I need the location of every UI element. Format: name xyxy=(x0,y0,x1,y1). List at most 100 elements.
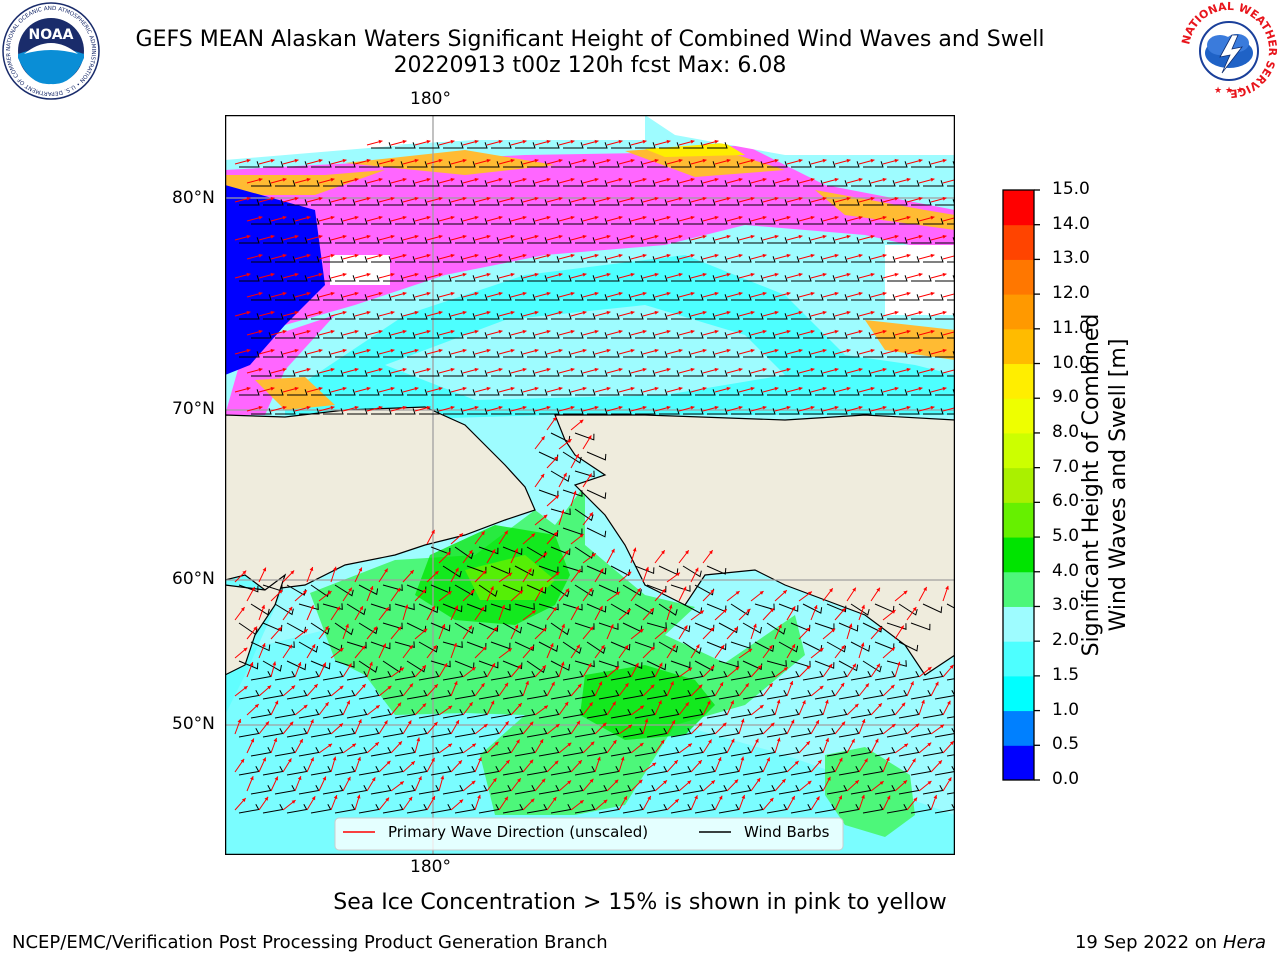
wind-barb xyxy=(647,389,668,396)
wind-barb xyxy=(514,671,536,681)
wind-barb xyxy=(923,408,944,415)
wind-barb xyxy=(299,218,320,225)
wave-arrow-head xyxy=(328,743,333,748)
wave-arrow-head xyxy=(354,291,359,296)
wave-arrow-head xyxy=(402,215,407,220)
wave-arrow-head xyxy=(587,663,592,668)
wind-barb xyxy=(694,728,716,738)
wave-arrow-head xyxy=(471,780,476,785)
wind-barb xyxy=(826,603,847,613)
colorbar-tick-label: 1.0 xyxy=(1052,699,1080,720)
wind-barb xyxy=(407,199,428,206)
wave-arrow-head xyxy=(674,799,679,803)
wave-arrow-head xyxy=(400,667,404,672)
wave-arrow-head xyxy=(949,664,954,669)
wind-barb xyxy=(323,256,344,263)
wind-barb xyxy=(695,275,716,282)
wave-arrow-head xyxy=(774,386,779,391)
wind-barb xyxy=(790,766,812,776)
wave-arrow-head xyxy=(407,720,412,725)
wind-barb xyxy=(419,370,440,377)
wave-arrow-head xyxy=(273,737,278,742)
wind-barb xyxy=(515,370,536,377)
wave-arrow-head xyxy=(378,215,383,220)
wind-barb xyxy=(682,671,704,681)
wind-barb xyxy=(610,565,631,577)
wave-arrow-head xyxy=(492,778,497,783)
legend-wave-label: Primary Wave Direction (unscaled) xyxy=(388,823,648,841)
wind-barb xyxy=(238,622,258,636)
wave-arrow-head xyxy=(390,158,395,163)
wind-barb xyxy=(719,275,740,282)
wind-barb xyxy=(815,199,836,206)
wave-arrow-head xyxy=(272,661,277,666)
wave-arrow-head xyxy=(695,644,700,649)
wave-arrow-head xyxy=(762,291,767,296)
wind-barb xyxy=(407,351,428,358)
wave-arrow-head xyxy=(311,644,316,649)
wind-barb xyxy=(491,370,512,377)
wind-barb xyxy=(395,218,416,225)
wind-barb xyxy=(671,389,692,396)
wave-arrow-head xyxy=(810,215,815,220)
wind-barb xyxy=(455,313,476,320)
wind-barb xyxy=(515,142,536,149)
wave-arrow-head xyxy=(240,607,245,612)
wind-barb xyxy=(838,690,860,700)
wave-arrow-head xyxy=(876,663,880,668)
wave-arrow-head xyxy=(838,757,843,762)
wind-barb xyxy=(502,660,523,670)
wave-arrow-head xyxy=(448,705,453,710)
wave-arrow-head xyxy=(673,760,678,765)
wave-arrow-head xyxy=(762,177,767,182)
wind-barb xyxy=(623,351,644,358)
wind-barb xyxy=(827,370,848,377)
wind-barb xyxy=(935,351,955,358)
wind-barb xyxy=(467,218,488,225)
wind-barb xyxy=(898,641,919,652)
wave-arrow-head xyxy=(762,405,767,410)
wave-arrow-head xyxy=(522,291,527,296)
wind-barb xyxy=(863,199,884,206)
wind-barb xyxy=(454,690,476,700)
wave-arrow-head xyxy=(774,310,779,315)
wind-barb xyxy=(370,671,392,681)
wind-barb xyxy=(479,161,500,168)
wave-arrow-head xyxy=(590,741,595,746)
wind-barb xyxy=(755,180,776,187)
wind-barb xyxy=(766,660,787,667)
wave-arrow-head xyxy=(666,253,671,258)
wave-arrow-head xyxy=(722,722,727,727)
wave-arrow-head xyxy=(891,610,896,614)
wave-arrow-head xyxy=(714,177,719,182)
wave-arrow-head xyxy=(690,405,695,410)
wind-barb xyxy=(778,603,799,612)
wave-arrow-head xyxy=(438,272,443,277)
wave-arrow-head xyxy=(570,177,575,182)
wind-barb xyxy=(778,785,800,795)
wave-arrow-head xyxy=(900,625,904,630)
wind-barb xyxy=(599,275,620,282)
wind-barb xyxy=(767,275,788,282)
wind-barb xyxy=(239,237,260,244)
wave-arrow-head xyxy=(567,439,572,443)
wave-arrow-head xyxy=(354,405,359,410)
wind-barb xyxy=(466,785,488,795)
wave-arrow-head xyxy=(474,177,479,182)
wave-arrow-head xyxy=(448,743,453,748)
wind-barb xyxy=(886,622,907,630)
wind-barb xyxy=(275,180,296,187)
wind-barb xyxy=(455,351,476,358)
wind-barb xyxy=(503,351,524,358)
colorbar-tick-label: 3.0 xyxy=(1052,595,1080,616)
wind-barb xyxy=(287,389,308,396)
wind-barb xyxy=(527,237,548,244)
wind-barb xyxy=(407,313,428,320)
wave-direction-arrow xyxy=(942,293,955,298)
wave-arrow-head xyxy=(930,253,935,258)
wave-arrow-head xyxy=(282,405,287,410)
wind-barb xyxy=(311,199,332,206)
wave-arrow-head xyxy=(834,405,839,410)
wind-barb xyxy=(503,275,524,282)
wave-arrow-head xyxy=(938,760,942,765)
